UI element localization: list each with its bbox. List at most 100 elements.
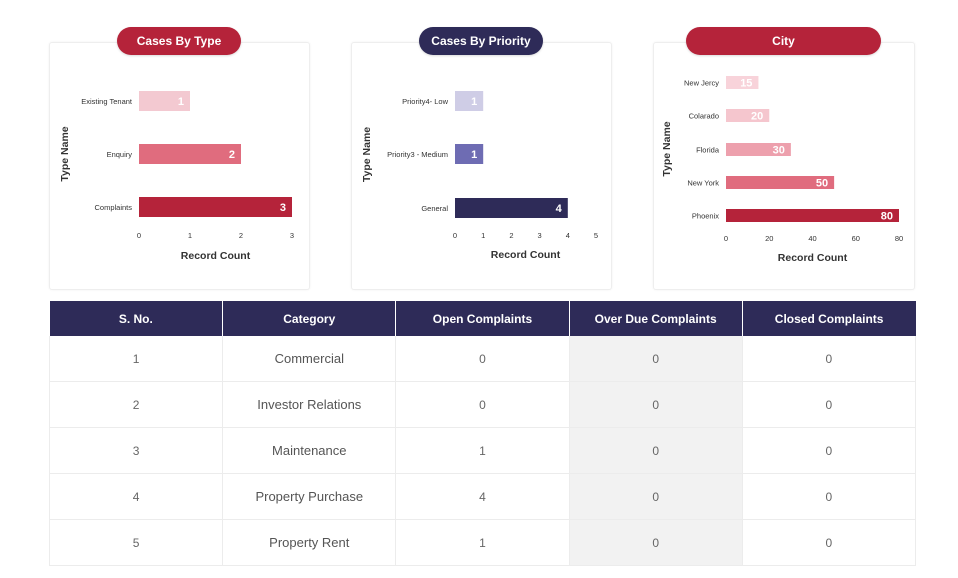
x-axis-label: Record Count: [181, 250, 251, 262]
data-label: 1: [178, 96, 184, 108]
table-header-row: S. No. Category Open Complaints Over Due…: [49, 301, 916, 336]
data-label: 80: [881, 211, 893, 223]
bar: [139, 91, 190, 111]
cell-open: 1: [395, 427, 570, 474]
bar: [726, 109, 770, 122]
tick-label: 0: [453, 231, 457, 240]
tick-label: 3: [538, 231, 542, 240]
cell-closed: 0: [742, 381, 917, 428]
data-label: 15: [740, 78, 752, 90]
tick-label: 3: [290, 231, 294, 240]
cases-by-type-chart: Existing Tenant 1 Enquiry 2 Complaints 3 0 1 2 3 R…: [59, 91, 294, 262]
cell-s-no: 4: [48, 473, 224, 520]
bar: [726, 143, 791, 156]
cell-category: Investor Relations: [222, 381, 397, 428]
cell-overdue: 0: [569, 381, 743, 428]
tick-label: 4: [566, 231, 570, 240]
category-label: New York: [687, 179, 719, 188]
data-label: 1: [471, 149, 477, 161]
cell-s-no: 3: [48, 427, 224, 474]
cell-open: 1: [395, 519, 570, 566]
tick-label: 5: [594, 231, 598, 240]
cases-by-priority-chart: Priority4- Low 1 Priority3 - Medium 1 Genera…: [361, 91, 598, 261]
tick-label: 0: [724, 234, 728, 243]
bar: [455, 198, 568, 218]
cell-s-no: 2: [48, 381, 224, 428]
cell-category: Commercial: [222, 336, 397, 382]
category-label: General: [421, 204, 448, 213]
table-row: 2 Investor Relations 0 0 0: [48, 381, 917, 428]
bar: [726, 176, 835, 189]
tick-label: 2: [509, 231, 513, 240]
tick-label: 0: [137, 231, 141, 240]
cell-s-no: 1: [48, 336, 224, 382]
header-open-complaints[interactable]: Open Complaints: [395, 301, 570, 336]
category-label: New Jercy: [684, 79, 719, 88]
tick-label: 2: [239, 231, 243, 240]
header-overdue-complaints[interactable]: Over Due Complaints: [569, 301, 743, 336]
data-label: 3: [280, 202, 286, 214]
cell-open: 0: [395, 336, 570, 382]
data-label: 30: [773, 145, 785, 157]
data-label: 1: [471, 96, 477, 108]
cell-category: Property Purchase: [222, 473, 397, 520]
chart-card-city: New Jercy 15 Colarado 20 Florida 30 New York 50…: [653, 42, 915, 290]
cell-category: Property Rent: [222, 519, 397, 566]
cell-s-no: 5: [48, 519, 224, 566]
table-row: 3 Maintenance 1 0 0: [48, 427, 917, 474]
tick-label: 60: [852, 234, 860, 243]
cell-overdue: 0: [569, 427, 743, 474]
cell-closed: 0: [742, 336, 917, 382]
bar: [139, 144, 241, 164]
data-label: 2: [229, 149, 235, 161]
cell-overdue: 0: [569, 473, 743, 520]
category-label: Enquiry: [107, 150, 133, 159]
cell-open: 0: [395, 381, 570, 428]
complaints-table: S. No. Category Open Complaints Over Due…: [48, 301, 917, 566]
data-label: 20: [751, 111, 763, 123]
tick-label: 20: [765, 234, 773, 243]
header-s-no[interactable]: S. No.: [49, 301, 224, 336]
y-axis-label: Type Name: [661, 121, 673, 176]
table-row: 4 Property Purchase 4 0 0: [48, 473, 917, 520]
data-label: 50: [816, 178, 828, 190]
tick-label: 40: [808, 234, 816, 243]
cell-closed: 0: [742, 427, 917, 474]
bar: [455, 144, 484, 164]
bar: [139, 197, 292, 217]
tick-label: 1: [481, 231, 485, 240]
category-label: Priority3 - Medium: [387, 150, 448, 159]
cases-by-priority-title: Cases By Priority: [419, 27, 543, 55]
category-label: Colarado: [689, 112, 719, 121]
header-category[interactable]: Category: [222, 301, 397, 336]
x-axis-label: Record Count: [491, 249, 561, 261]
city-chart: New Jercy 15 Colarado 20 Florida 30 New York 50…: [661, 76, 903, 264]
category-label: Phoenix: [692, 212, 719, 221]
table-row: 1 Commercial 0 0 0: [48, 336, 917, 382]
y-axis-label: Type Name: [361, 127, 373, 182]
table-row: 5 Property Rent 1 0 0: [48, 519, 917, 566]
cell-overdue: 0: [569, 336, 743, 382]
cell-open: 4: [395, 473, 570, 520]
category-label: Florida: [696, 146, 720, 155]
bar: [726, 209, 899, 222]
tick-label: 80: [895, 234, 903, 243]
tick-label: 1: [188, 231, 192, 240]
city-title: City: [686, 27, 881, 55]
chart-card-cases-by-priority: Priority4- Low 1 Priority3 - Medium 1 Genera…: [351, 42, 612, 290]
cell-closed: 0: [742, 473, 917, 520]
cell-closed: 0: [742, 519, 917, 566]
header-closed-complaints[interactable]: Closed Complaints: [742, 301, 916, 336]
cases-by-type-title: Cases By Type: [117, 27, 241, 55]
category-label: Existing Tenant: [81, 97, 133, 106]
category-label: Complaints: [94, 203, 132, 212]
bar: [726, 76, 759, 89]
x-axis-label: Record Count: [778, 252, 848, 264]
y-axis-label: Type Name: [59, 126, 71, 181]
data-label: 4: [556, 203, 563, 215]
cell-category: Maintenance: [222, 427, 397, 474]
bar: [455, 91, 484, 111]
cell-overdue: 0: [569, 519, 743, 566]
chart-card-cases-by-type: Existing Tenant 1 Enquiry 2 Complaints 3 0 1 2 3 R…: [49, 42, 310, 290]
category-label: Priority4- Low: [402, 97, 448, 106]
